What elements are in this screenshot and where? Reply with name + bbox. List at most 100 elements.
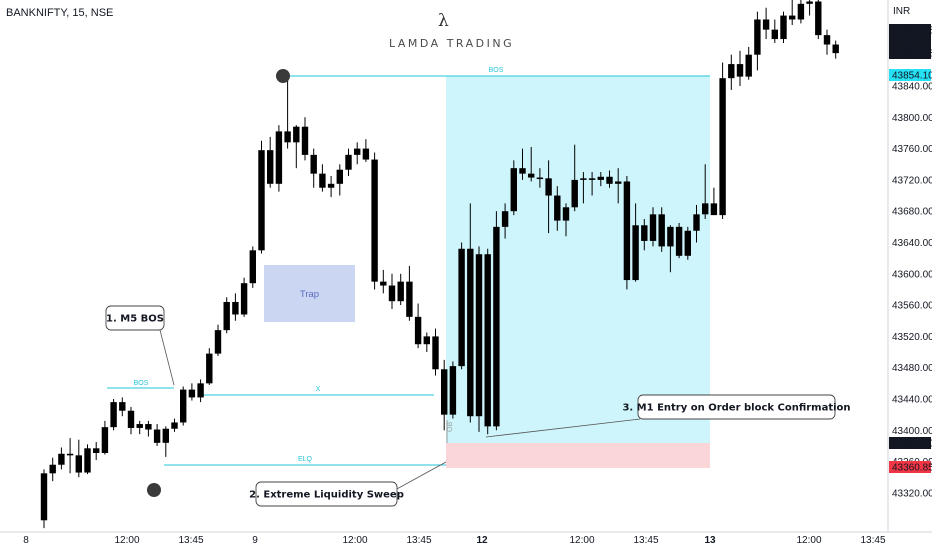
price-tick-label: 43840.00 xyxy=(892,82,932,93)
price-tag-text: 12:53 xyxy=(892,37,917,48)
candle-body xyxy=(258,150,265,251)
price-tick-label: 43320.00 xyxy=(892,488,932,499)
candle-body xyxy=(806,1,813,4)
candle-body xyxy=(649,214,657,241)
price-axis[interactable]: 43840.00 43800.00 43760.00 43720.00 43680.00… xyxy=(892,82,932,500)
candle-body xyxy=(702,203,709,215)
candle-body xyxy=(267,150,274,184)
candle-body xyxy=(484,254,491,427)
candle-body xyxy=(467,248,474,417)
candle-body xyxy=(336,169,343,184)
candle-body xyxy=(197,383,204,398)
candle-body xyxy=(206,353,213,384)
candle-body xyxy=(414,316,422,345)
candle-body xyxy=(667,226,674,247)
candle-body xyxy=(136,424,143,428)
candle-body xyxy=(162,428,169,443)
candle-body xyxy=(84,448,91,473)
candle-body xyxy=(545,178,552,196)
candle-body xyxy=(762,19,770,30)
price-tick-label: 43560.00 xyxy=(892,301,932,312)
elq-label: ELQ xyxy=(298,456,313,463)
bos-lower-label: BOS xyxy=(134,380,149,387)
currency-label: INR xyxy=(893,6,910,17)
brand-name: LAMDA TRADING xyxy=(389,37,514,50)
candle-body xyxy=(493,226,500,427)
candle-body xyxy=(728,64,735,79)
candle-body xyxy=(145,424,152,430)
candle-body xyxy=(171,422,178,429)
time-tick-label: 13:45 xyxy=(178,535,203,546)
candle-body xyxy=(815,1,822,36)
candle-body xyxy=(371,159,378,282)
candle-body xyxy=(771,29,778,40)
candle-body xyxy=(615,181,622,184)
structure-lines: BOS BOS X ELQ OB xyxy=(107,67,710,466)
candle-body xyxy=(249,250,256,284)
candle-body xyxy=(423,336,430,345)
candles-layer xyxy=(40,0,839,529)
symbol-title: BANKNIFTY, 15, NSE xyxy=(6,7,113,19)
price-tag-box xyxy=(889,437,931,449)
candle-body xyxy=(780,15,787,40)
price-tag-box xyxy=(889,35,931,47)
candle-body xyxy=(562,207,570,221)
time-axis[interactable]: 8 12:00 13:45 9 12:00 13:45 12 12:00 13:45 13 12:0… xyxy=(23,535,886,546)
price-tick-label: 43760.00 xyxy=(892,144,932,155)
price-tag-box xyxy=(889,461,931,473)
candle-body xyxy=(310,154,317,174)
candle-body xyxy=(119,402,126,411)
price-tag-box xyxy=(889,24,931,36)
price-tag-text: 43360.85 xyxy=(892,463,932,474)
time-tick-label: 12 xyxy=(476,535,488,546)
candle-body xyxy=(319,173,326,188)
price-tick-label: 43800.00 xyxy=(892,113,932,124)
candle-body xyxy=(284,131,291,143)
price-tag-box xyxy=(889,69,931,81)
candle-body xyxy=(823,35,831,45)
time-tick-label: 12:00 xyxy=(342,535,367,546)
annotations-layer: 1. M5 BOS 2. Extreme Liquidity Sweep 3. M1… xyxy=(105,69,851,507)
candle-body xyxy=(180,389,187,423)
candle-body xyxy=(223,301,230,331)
time-tick-label: 13 xyxy=(704,535,716,546)
brand-logo: λ xyxy=(438,11,449,31)
candle-body xyxy=(49,464,56,474)
callout-2-text: 2. Extreme Liquidity Sweep xyxy=(249,490,404,501)
callout-3-text: 3. M1 Entry on Order block Confirmation xyxy=(622,403,850,414)
candle-body xyxy=(101,427,109,453)
candle-body xyxy=(127,410,135,428)
price-tick-label: 43680.00 xyxy=(892,207,932,218)
time-tick-label: 13:45 xyxy=(860,535,885,546)
time-tick-label: 12:00 xyxy=(569,535,594,546)
candle-body xyxy=(736,64,744,77)
swing-high-marker xyxy=(276,69,290,83)
price-tag-text: 43391.20 xyxy=(892,439,932,450)
time-tick-label: 8 xyxy=(23,535,29,546)
candle-body xyxy=(797,3,805,20)
candle-body xyxy=(832,44,839,54)
candle-body xyxy=(214,330,222,354)
candle-body xyxy=(684,230,691,256)
candle-body xyxy=(475,254,483,417)
time-tick-label: 12:00 xyxy=(114,535,139,546)
candle-body xyxy=(580,178,587,180)
candle-body xyxy=(606,176,613,184)
candle-body xyxy=(693,214,700,231)
candle-body xyxy=(388,285,396,302)
callout-1-text: 1. M5 BOS xyxy=(106,314,164,325)
candle-body xyxy=(675,226,683,256)
stop-loss-zone xyxy=(446,443,710,468)
candle-body xyxy=(93,448,100,453)
candle-body xyxy=(362,148,370,160)
time-tick-label: 12:00 xyxy=(796,535,821,546)
candle-body xyxy=(275,131,283,184)
candle-body xyxy=(153,429,161,443)
candle-body xyxy=(301,126,309,155)
swing-low-marker xyxy=(147,483,161,497)
price-tick-label: 43400.00 xyxy=(892,426,932,437)
candle-body xyxy=(327,183,335,188)
candle-body xyxy=(536,177,544,180)
